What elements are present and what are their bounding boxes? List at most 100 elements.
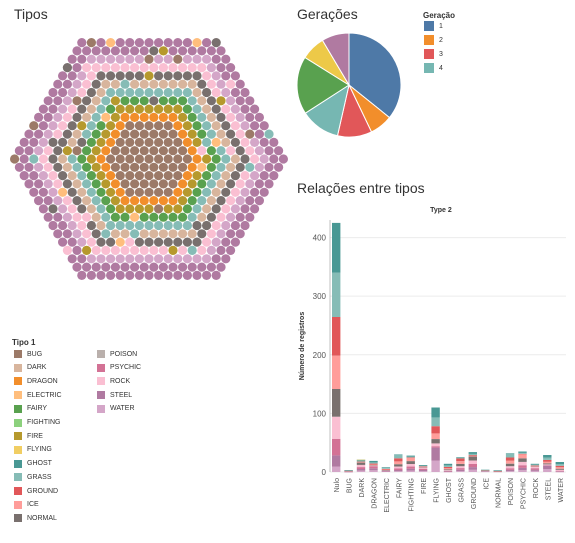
legend-label: ELECTRIC bbox=[27, 391, 62, 399]
bubble-mark bbox=[53, 96, 63, 106]
bubble-mark bbox=[115, 254, 125, 264]
bubble-mark bbox=[82, 96, 92, 106]
bubble-mark bbox=[269, 137, 279, 147]
bar-segment bbox=[406, 461, 415, 464]
bubble-mark bbox=[130, 112, 140, 122]
legend-swatch bbox=[14, 432, 22, 441]
bubble-mark bbox=[211, 187, 221, 197]
bubble-mark bbox=[182, 204, 192, 214]
bubble-mark bbox=[235, 146, 245, 156]
bar-segment bbox=[356, 462, 366, 465]
bubble-mark bbox=[110, 79, 120, 89]
bubble-mark bbox=[168, 146, 178, 156]
bubble-mark bbox=[192, 71, 202, 81]
bar-segment bbox=[443, 463, 453, 466]
bubble-mark bbox=[24, 146, 34, 156]
legend-label: PSYCHIC bbox=[110, 364, 142, 372]
bubble-mark bbox=[226, 229, 236, 239]
bubble-mark bbox=[240, 121, 250, 131]
bubble-mark bbox=[230, 187, 240, 197]
bar-segment bbox=[518, 462, 527, 466]
bubble-mark bbox=[168, 112, 178, 122]
bubble-mark bbox=[178, 146, 188, 156]
bubble-mark bbox=[62, 162, 72, 172]
bubble-mark bbox=[254, 162, 264, 172]
bubble-mark bbox=[110, 179, 120, 189]
bubble-mark bbox=[154, 154, 164, 164]
bubble-mark bbox=[67, 171, 77, 181]
bubble-mark bbox=[163, 254, 173, 264]
bar-segment bbox=[530, 464, 540, 466]
bubble-mark bbox=[125, 237, 135, 247]
bubble-mark bbox=[91, 79, 101, 89]
bubble-mark bbox=[211, 137, 221, 147]
bar-segment bbox=[431, 446, 440, 448]
bubble-mark bbox=[226, 79, 236, 89]
legend-label: STEEL bbox=[110, 391, 133, 399]
bubble-mark bbox=[235, 179, 245, 189]
bar-segment bbox=[505, 466, 515, 469]
bubble-mark bbox=[182, 104, 192, 114]
bubble-mark bbox=[77, 71, 87, 81]
bubble-mark bbox=[187, 96, 197, 106]
bubble-mark bbox=[77, 237, 87, 247]
bubble-mark bbox=[134, 220, 144, 231]
bubble-mark bbox=[197, 262, 207, 272]
bar-segment bbox=[406, 470, 415, 472]
tipo-legend-item: ROCK bbox=[97, 377, 130, 386]
bubble-mark bbox=[110, 146, 120, 156]
bubble-mark bbox=[197, 229, 207, 239]
bubble-mark bbox=[134, 204, 144, 214]
bubble-mark bbox=[58, 237, 68, 247]
bubble-mark bbox=[149, 146, 159, 156]
bubble-mark bbox=[91, 129, 101, 139]
bubble-mark bbox=[163, 87, 173, 98]
bubble-mark bbox=[211, 171, 221, 181]
bubble-mark bbox=[43, 212, 53, 222]
bar-segment bbox=[406, 468, 415, 471]
bubble-mark bbox=[192, 121, 202, 131]
bubble-mark bbox=[53, 162, 63, 172]
bubble-mark bbox=[163, 121, 173, 131]
bubble-mark bbox=[120, 179, 130, 189]
bubble-mark bbox=[106, 87, 116, 98]
bar-segment bbox=[369, 464, 378, 466]
bubble-mark bbox=[139, 112, 149, 122]
bubble-mark bbox=[106, 254, 116, 264]
bubble-mark bbox=[110, 162, 120, 172]
bubble-mark bbox=[154, 121, 164, 131]
bubble-mark bbox=[106, 54, 116, 64]
bubble-mark bbox=[144, 171, 154, 181]
bubble-mark bbox=[230, 137, 240, 147]
bubble-mark bbox=[86, 104, 96, 114]
x-tick-label: FIGHTING bbox=[409, 478, 416, 511]
bubble-mark bbox=[130, 229, 140, 239]
bubble-mark bbox=[197, 129, 207, 139]
legend-label: DARK bbox=[27, 364, 47, 372]
bubble-mark bbox=[245, 146, 255, 156]
bubble-mark bbox=[182, 237, 192, 247]
bubble-mark bbox=[187, 229, 197, 239]
bubble-mark bbox=[197, 196, 207, 206]
bar-segment bbox=[456, 458, 465, 462]
bubble-mark bbox=[34, 162, 44, 172]
bubble-mark bbox=[173, 154, 183, 164]
bubble-mark bbox=[254, 146, 264, 156]
bubble-mark bbox=[120, 196, 130, 206]
bar-segment bbox=[530, 466, 540, 467]
bubble-mark bbox=[130, 245, 140, 255]
bubble-mark bbox=[110, 262, 120, 272]
bubble-mark bbox=[53, 112, 63, 122]
bubble-mark bbox=[82, 146, 92, 156]
bar-segment bbox=[332, 389, 341, 417]
bubble-mark bbox=[154, 87, 164, 98]
bubble-mark bbox=[43, 179, 53, 189]
bubble-mark bbox=[72, 79, 82, 89]
bubble-mark bbox=[24, 162, 34, 172]
bubble-mark bbox=[216, 162, 226, 172]
bubble-mark bbox=[154, 54, 164, 64]
bar-segment bbox=[369, 470, 378, 472]
bubble-mark bbox=[230, 237, 240, 247]
bubble-mark bbox=[48, 154, 58, 164]
bubble-mark bbox=[187, 179, 197, 189]
